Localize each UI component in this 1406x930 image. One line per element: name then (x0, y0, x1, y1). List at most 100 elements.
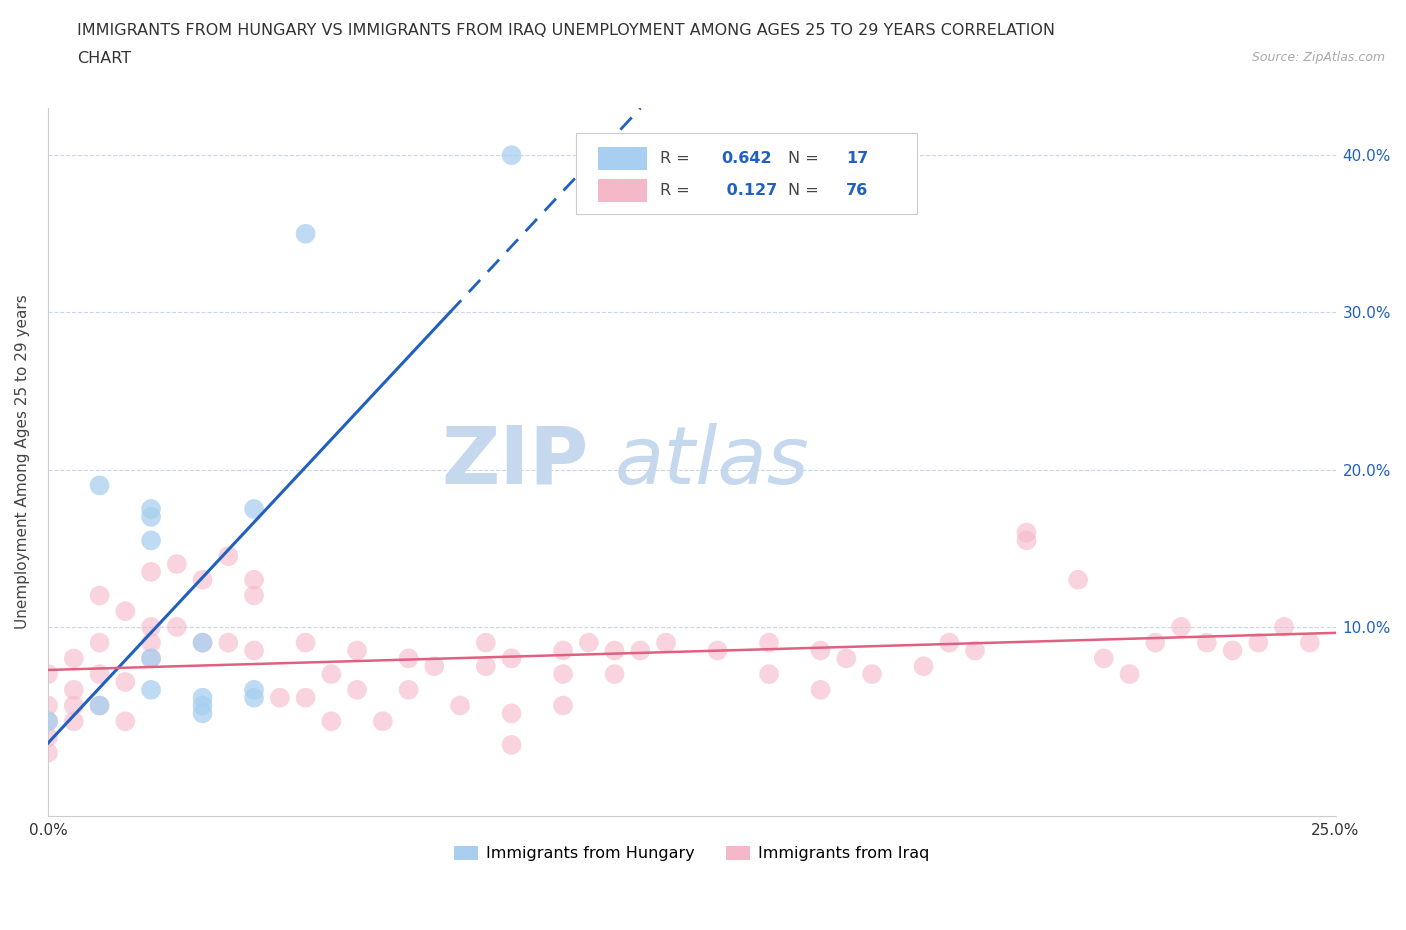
Point (89, 588, 111, 603)
Point (655, 635, 678, 650)
Text: 76: 76 (846, 183, 869, 198)
Point (139, 619, 162, 634)
Point (860, 667, 883, 682)
Point (449, 698, 471, 713)
Point (166, 619, 188, 634)
Point (321, 667, 343, 682)
Point (758, 635, 780, 650)
Text: 0.127: 0.127 (721, 183, 778, 198)
Point (346, 643, 368, 658)
Text: Source: ZipAtlas.com: Source: ZipAtlas.com (1251, 51, 1385, 64)
Point (37, 729, 59, 744)
Point (217, 635, 239, 650)
Point (114, 674, 136, 689)
Point (191, 635, 214, 650)
Text: R =: R = (659, 183, 695, 198)
Point (243, 572, 266, 587)
Point (89, 698, 111, 713)
FancyBboxPatch shape (576, 133, 917, 214)
Point (321, 714, 343, 729)
Point (551, 643, 574, 658)
Point (398, 651, 420, 666)
Point (243, 683, 266, 698)
Point (628, 643, 651, 658)
Point (912, 658, 935, 673)
Text: ZIP: ZIP (441, 423, 589, 501)
Point (191, 572, 214, 587)
Point (37, 667, 59, 682)
Point (501, 706, 523, 721)
Point (139, 651, 162, 666)
Bar (598, 147, 647, 169)
Point (217, 549, 239, 564)
Point (89, 698, 111, 713)
Point (294, 635, 316, 650)
Point (501, 148, 523, 163)
Point (810, 683, 832, 698)
Point (37, 745, 59, 760)
Point (62, 683, 84, 698)
Point (89, 667, 111, 682)
Point (243, 501, 266, 516)
Point (294, 226, 316, 241)
Point (191, 690, 214, 705)
Point (89, 478, 111, 493)
Point (1247, 635, 1270, 650)
Point (1195, 635, 1218, 650)
Point (139, 510, 162, 525)
Point (1092, 651, 1115, 666)
Point (243, 588, 266, 603)
Point (603, 667, 626, 682)
Point (37, 714, 59, 729)
Point (37, 698, 59, 713)
Text: N =: N = (789, 183, 824, 198)
Point (501, 651, 523, 666)
Point (62, 714, 84, 729)
Point (269, 690, 291, 705)
Point (603, 643, 626, 658)
Point (475, 658, 498, 673)
Point (139, 651, 162, 666)
Point (1222, 643, 1244, 658)
Text: N =: N = (789, 151, 824, 166)
Point (1272, 619, 1295, 634)
Point (89, 635, 111, 650)
Bar (598, 179, 647, 202)
Legend: Immigrants from Hungary, Immigrants from Iraq: Immigrants from Hungary, Immigrants from… (447, 840, 936, 868)
Text: IMMIGRANTS FROM HUNGARY VS IMMIGRANTS FROM IRAQ UNEMPLOYMENT AMONG AGES 25 TO 29: IMMIGRANTS FROM HUNGARY VS IMMIGRANTS FR… (77, 23, 1056, 38)
Point (706, 643, 728, 658)
Point (139, 501, 162, 516)
Point (501, 737, 523, 752)
Point (243, 690, 266, 705)
Point (1015, 533, 1038, 548)
Point (1118, 667, 1140, 682)
Point (139, 533, 162, 548)
Text: 17: 17 (846, 151, 869, 166)
Point (191, 698, 214, 713)
Point (938, 635, 960, 650)
Point (346, 683, 368, 698)
Point (1299, 635, 1322, 650)
Point (114, 714, 136, 729)
Point (139, 635, 162, 650)
Point (114, 604, 136, 618)
Point (1067, 572, 1090, 587)
Point (810, 643, 832, 658)
Point (62, 651, 84, 666)
Y-axis label: Unemployment Among Ages 25 to 29 years: Unemployment Among Ages 25 to 29 years (15, 295, 30, 630)
Point (758, 667, 780, 682)
Point (243, 643, 266, 658)
Point (835, 651, 858, 666)
Point (551, 698, 574, 713)
Text: atlas: atlas (614, 423, 810, 501)
Point (191, 635, 214, 650)
Point (423, 658, 446, 673)
Point (398, 683, 420, 698)
Point (371, 714, 394, 729)
Point (62, 698, 84, 713)
Point (37, 714, 59, 729)
Point (1015, 525, 1038, 540)
Point (294, 690, 316, 705)
Text: CHART: CHART (77, 51, 131, 66)
Point (1144, 635, 1167, 650)
